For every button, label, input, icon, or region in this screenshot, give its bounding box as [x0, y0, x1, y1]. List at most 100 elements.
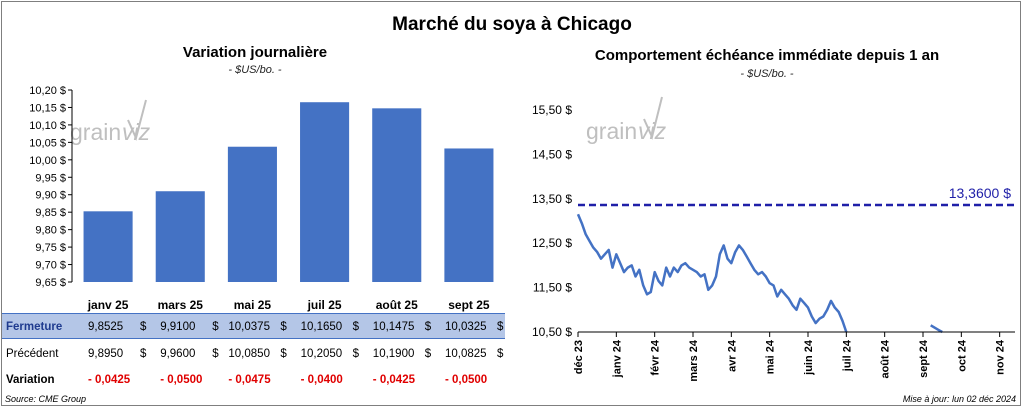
bar-y-tick-label: 10,00 $ — [29, 155, 66, 167]
line-x-tick-label: mars 24 — [688, 339, 700, 381]
watermark-check-icon — [643, 96, 663, 141]
closing-price-value: 10,0325 — [445, 321, 487, 333]
line-x-tick-label: déc 23 — [573, 340, 585, 374]
currency-symbol: $ — [280, 348, 287, 360]
line-x-tick-label: août 24 — [880, 339, 892, 378]
currency-symbol: $ — [212, 321, 219, 333]
line-y-tick-label: 14,50 $ — [532, 147, 572, 161]
previous-price-value: 10,0850 — [228, 348, 270, 360]
bar-chart-x-labels: janv 25 mars 25 mai 25 juil 25 août 25 sept 2… — [87, 298, 490, 312]
closing-price-value: 9,9100 — [160, 321, 196, 333]
bar-chart-bars — [83, 102, 494, 282]
line-chart-y-axis: 10,50 $ 11,50 $ 12,50 $ 13,50 $ 14,50 $ 15,50… — [532, 103, 572, 339]
line-x-tick-label: juin 24 — [803, 339, 815, 376]
bar-y-tick-label: 9,80 $ — [35, 225, 66, 237]
bar-y-tick-label: 10,05 $ — [29, 137, 66, 149]
bar-y-tick-label: 9,70 $ — [35, 260, 66, 272]
closing-price-label: Fermeture — [6, 321, 63, 333]
currency-symbol: $ — [352, 348, 359, 360]
currency-symbol: $ — [212, 348, 219, 360]
currency-symbol: $ — [280, 321, 287, 333]
line-x-tick-label: sept 24 — [918, 339, 930, 378]
currency-symbol: $ — [497, 348, 504, 360]
currency-symbol: $ — [424, 321, 432, 333]
bar-y-tick-label: 9,65 $ — [35, 277, 66, 289]
closing-price-value: 9,8525 — [88, 321, 124, 333]
bar-y-tick-label: 10,10 $ — [29, 120, 66, 132]
line-x-tick-label: juil 24 — [841, 339, 853, 372]
bar-y-tick-label: 9,75 $ — [35, 242, 66, 254]
line-y-tick-label: 11,50 $ — [533, 281, 572, 295]
variation-value: - 0,0500 — [160, 374, 203, 386]
price-series-line-1 — [930, 324, 943, 334]
line-y-tick-label: 10,50 $ — [532, 325, 572, 339]
currency-symbol: $ — [352, 321, 359, 333]
line-x-tick-label: oct 24 — [956, 339, 968, 372]
update-timestamp: Mise à jour: lun 02 déc 2024 — [902, 394, 1016, 404]
front-month-line-chart: grain viz 10,50 $ 11,50 $ 12,50 $ 13,50 $ 14… — [532, 96, 1015, 382]
variation-value: - 0,0425 — [88, 374, 131, 386]
grainviz-watermark-right: grain viz — [586, 96, 667, 144]
currency-symbol: $ — [424, 348, 432, 360]
front-month-title: Comportement échéance immédiate depuis 1… — [594, 47, 940, 64]
bar-y-tick-label: 9,85 $ — [35, 207, 66, 219]
line-chart-series — [576, 213, 943, 334]
bar-x-label: août 25 — [376, 298, 418, 312]
watermark-viz-text: viz — [638, 118, 667, 144]
line-x-tick-label: mai 24 — [765, 339, 777, 374]
previous-price-value: 9,8950 — [88, 348, 124, 360]
line-y-tick-label: 12,50 $ — [532, 236, 572, 250]
variation-value: - 0,0400 — [300, 374, 343, 386]
daily-variation-bar-chart: grain viz 9,65 $ 9,70 $ 9,75 $ 9,80 $ 9,85 $… — [29, 85, 494, 312]
bar-x-label: mai 25 — [234, 298, 272, 312]
previous-price-row: Précédent 9,8950 $9,9600 $10,0850 $10,2050 $… — [2, 341, 505, 367]
line-y-tick-label: 15,50 $ — [532, 103, 572, 117]
variation-label: Variation — [6, 374, 55, 386]
front-month-unit: - $US/bo. - — [740, 68, 794, 80]
bar-x-label: mars 25 — [158, 298, 204, 312]
previous-price-value: 10,0825 — [445, 348, 487, 360]
main-title: Marché du soya à Chicago — [392, 14, 632, 35]
line-chart-x-axis: déc 23 janv 24 févr 24 mars 24 avr 24 mai 24 j… — [573, 331, 1015, 382]
line-x-tick-label: avr 24 — [726, 339, 738, 372]
price-series-line-0 — [576, 213, 848, 333]
bar-sept-25 — [444, 148, 494, 282]
previous-price-label: Précédent — [6, 348, 59, 360]
closing-price-row: Fermeture 9,8525 $9,9100 $10,0375 $10,1650 $… — [2, 313, 505, 339]
bar-x-label: juil 25 — [307, 298, 342, 312]
bar-x-label: janv 25 — [87, 298, 129, 312]
bar-y-tick-label: 9,95 $ — [35, 172, 66, 184]
bar-y-tick-label: 10,20 $ — [29, 85, 66, 97]
currency-symbol: $ — [140, 348, 147, 360]
watermark-grain-text: grain — [70, 119, 121, 145]
variation-row: Variation - 0,0425 - 0,0500 - 0,0475 - 0,04… — [2, 367, 505, 393]
line-y-tick-label: 13,50 $ — [532, 192, 572, 206]
closing-price-value: 10,1650 — [300, 321, 343, 333]
daily-variation-unit: - $US/bo. - — [228, 64, 282, 76]
currency-symbol: $ — [140, 321, 147, 333]
line-chart-reference: 13,3600 $ — [578, 185, 1015, 207]
closing-price-value: 10,1475 — [372, 321, 415, 333]
line-x-tick-label: nov 24 — [995, 339, 1007, 375]
variation-value: - 0,0500 — [445, 374, 488, 386]
watermark-grain-text: grain — [586, 118, 637, 144]
source-note: Source: CME Group — [5, 394, 87, 404]
previous-price-value: 10,1900 — [372, 348, 415, 360]
daily-variation-title: Variation journalière — [182, 44, 328, 61]
bar-x-label: sept 25 — [448, 298, 490, 312]
currency-symbol: $ — [497, 321, 504, 333]
bar-chart-y-axis: 9,65 $ 9,70 $ 9,75 $ 9,80 $ 9,85 $ 9,90 $ 9,95… — [29, 85, 73, 289]
bar-janv-25 — [83, 211, 133, 282]
bar-mai-25 — [227, 146, 277, 282]
previous-price-value: 10,2050 — [300, 348, 343, 360]
line-x-tick-label: janv 24 — [611, 339, 623, 378]
watermark-viz-text: viz — [122, 119, 151, 145]
watermark-check-icon — [127, 99, 147, 142]
bar-juil-25 — [300, 102, 350, 282]
grainviz-watermark: grain viz — [70, 99, 151, 145]
line-x-tick-label: févr 24 — [650, 339, 662, 375]
previous-price-value: 9,9600 — [160, 348, 196, 360]
bar-y-tick-label: 9,90 $ — [35, 190, 66, 202]
closing-price-value: 10,0375 — [228, 321, 270, 333]
